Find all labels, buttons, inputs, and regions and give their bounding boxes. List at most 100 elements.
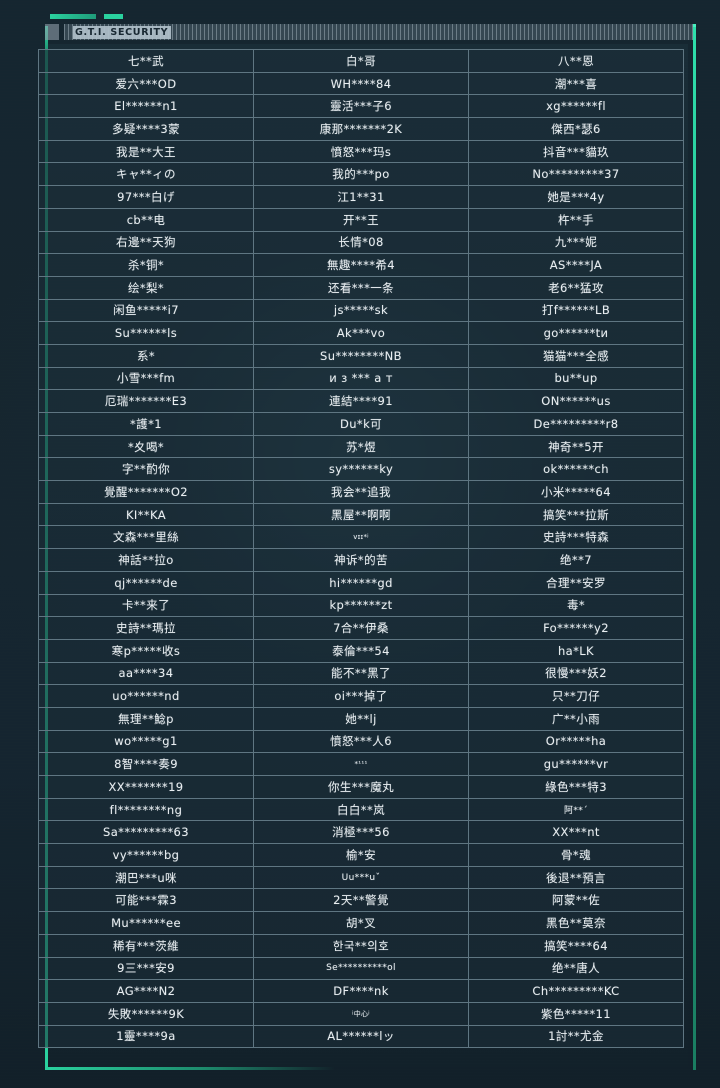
roster-cell[interactable]: AS****JA xyxy=(468,253,684,277)
roster-cell[interactable]: 搞笑***拉斯 xyxy=(468,502,684,527)
roster-cell[interactable]: 开**王 xyxy=(253,207,469,232)
roster-cell[interactable]: 消極***56 xyxy=(253,820,469,845)
roster-cell[interactable]: 覺醒*******O2 xyxy=(38,480,254,504)
roster-cell[interactable]: 潮***喜 xyxy=(468,71,684,96)
roster-cell[interactable]: 後退**預言 xyxy=(468,865,684,890)
roster-cell[interactable]: 厄瑞*******E3 xyxy=(38,389,254,413)
roster-cell[interactable]: 系* xyxy=(38,343,254,368)
roster-cell[interactable]: 憤怒***人6 xyxy=(253,729,469,754)
roster-cell[interactable]: wo*****g1 xyxy=(38,729,254,754)
roster-cell[interactable]: 小米*****64 xyxy=(468,480,684,504)
roster-cell[interactable]: Du*k可 xyxy=(253,412,469,436)
roster-cell[interactable]: 绘*梨* xyxy=(38,275,254,300)
roster-cell[interactable]: Su******ls xyxy=(38,321,254,345)
roster-cell[interactable]: Fo******y2 xyxy=(468,616,684,640)
roster-cell[interactable]: 綠色***特3 xyxy=(468,775,684,799)
roster-cell[interactable]: 胡*叉 xyxy=(253,911,469,935)
roster-cell[interactable]: и з *** а т xyxy=(253,366,469,391)
roster-cell[interactable]: uo******nd xyxy=(38,684,254,708)
roster-cell[interactable]: 榆*安 xyxy=(253,843,469,867)
roster-cell[interactable]: 八**恩 xyxy=(468,49,684,73)
roster-cell[interactable]: 阿**ˊ xyxy=(468,797,684,822)
roster-cell[interactable]: 1靈****9a xyxy=(38,1024,254,1049)
roster-cell[interactable]: 打f******LB xyxy=(468,298,684,323)
roster-cell[interactable]: 长情*08 xyxy=(253,230,469,255)
roster-cell[interactable]: 傑西*瑟6 xyxy=(468,117,684,141)
roster-cell[interactable]: Mu******ee xyxy=(38,911,254,935)
roster-cell[interactable]: qj******de xyxy=(38,570,254,595)
roster-cell[interactable]: ha*LK xyxy=(468,638,684,663)
roster-cell[interactable]: sy******ky xyxy=(253,457,469,482)
roster-cell[interactable]: 白白**岚 xyxy=(253,797,469,822)
roster-cell[interactable]: bu**up xyxy=(468,366,684,391)
roster-cell[interactable]: 杵**手 xyxy=(468,207,684,232)
roster-cell[interactable]: Ak***vo xyxy=(253,321,469,345)
roster-cell[interactable]: 九***妮 xyxy=(468,230,684,255)
roster-cell[interactable]: 多疑****3蒙 xyxy=(38,117,254,141)
roster-cell[interactable]: *夊喝* xyxy=(38,434,254,459)
roster-cell[interactable]: aa****34 xyxy=(38,661,254,686)
roster-cell[interactable]: De*********r8 xyxy=(468,412,684,436)
roster-cell[interactable]: 黑屋**啊啊 xyxy=(253,502,469,527)
roster-cell[interactable]: 神奇**5开 xyxy=(468,434,684,459)
roster-cell[interactable]: 失敗******9K xyxy=(38,1001,254,1026)
roster-cell[interactable]: 泰倫***54 xyxy=(253,638,469,663)
roster-cell[interactable]: KI**KA xyxy=(38,502,254,527)
roster-cell[interactable]: 只**刀仔 xyxy=(468,684,684,708)
roster-cell[interactable]: 神诉*的苦 xyxy=(253,548,469,572)
roster-cell[interactable]: 神話**拉o xyxy=(38,548,254,572)
roster-cell[interactable]: No*********37 xyxy=(468,162,684,187)
roster-cell[interactable]: 她是***4y xyxy=(468,185,684,209)
roster-cell[interactable]: *¹¹¹ xyxy=(253,752,469,776)
roster-cell[interactable]: 97***白げ xyxy=(38,185,254,209)
roster-cell[interactable]: 稀有***茨維 xyxy=(38,933,254,958)
roster-cell[interactable]: 右邊**天狗 xyxy=(38,230,254,255)
roster-cell[interactable]: vy******bg xyxy=(38,843,254,867)
roster-cell[interactable]: DF****nk xyxy=(253,979,469,1003)
roster-cell[interactable]: ON******us xyxy=(468,389,684,413)
roster-cell[interactable]: 苏*煜 xyxy=(253,434,469,459)
roster-cell[interactable]: 猫猫***全感 xyxy=(468,343,684,368)
roster-cell[interactable]: oi***掉了 xyxy=(253,684,469,708)
roster-cell[interactable]: ᴠɪɪ*ʲ xyxy=(253,525,469,550)
roster-cell[interactable]: 紫色*****11 xyxy=(468,1001,684,1026)
roster-cell[interactable]: 連結****91 xyxy=(253,389,469,413)
roster-cell[interactable]: 搞笑****64 xyxy=(468,933,684,958)
roster-cell[interactable]: 她**lj xyxy=(253,706,469,731)
roster-cell[interactable]: 你生***魔丸 xyxy=(253,775,469,799)
roster-cell[interactable]: 阿蒙**佐 xyxy=(468,888,684,913)
roster-cell[interactable]: 黑色**莫奈 xyxy=(468,911,684,935)
roster-cell[interactable]: 2天**警覺 xyxy=(253,888,469,913)
roster-cell[interactable]: 7合**伊桑 xyxy=(253,616,469,640)
roster-cell[interactable]: 绝**唐人 xyxy=(468,956,684,981)
roster-cell[interactable]: 白*哥 xyxy=(253,49,469,73)
roster-cell[interactable]: 1討**尤金 xyxy=(468,1024,684,1049)
roster-cell[interactable]: 史詩**瑪拉 xyxy=(38,616,254,640)
roster-cell[interactable]: 毒* xyxy=(468,593,684,618)
roster-cell[interactable]: 绝**7 xyxy=(468,548,684,572)
roster-cell[interactable]: 康那*******2K xyxy=(253,117,469,141)
roster-cell[interactable]: 靈活***子6 xyxy=(253,94,469,119)
roster-cell[interactable]: js*****sk xyxy=(253,298,469,323)
roster-cell[interactable]: cb**电 xyxy=(38,207,254,232)
roster-cell[interactable]: 9三***安9 xyxy=(38,956,254,981)
roster-cell[interactable]: 七**武 xyxy=(38,49,254,73)
roster-cell[interactable]: キャ**ィの xyxy=(38,162,254,187)
roster-cell[interactable]: 老6**猛攻 xyxy=(468,275,684,300)
roster-cell[interactable]: 卡**来了 xyxy=(38,593,254,618)
roster-cell[interactable]: Se**********ol xyxy=(253,956,469,981)
roster-cell[interactable]: 字**酌你 xyxy=(38,457,254,482)
roster-cell[interactable]: 爱六***OD xyxy=(38,71,254,96)
roster-cell[interactable]: XX***nt xyxy=(468,820,684,845)
roster-cell[interactable]: 还看***一条 xyxy=(253,275,469,300)
roster-cell[interactable]: 寒p*****收s xyxy=(38,638,254,663)
roster-cell[interactable]: El******n1 xyxy=(38,94,254,119)
roster-cell[interactable]: *護*1 xyxy=(38,412,254,436)
roster-cell[interactable]: 한국**의호 xyxy=(253,933,469,958)
roster-cell[interactable]: XX*******19 xyxy=(38,775,254,799)
roster-cell[interactable]: 抖音***貓玖 xyxy=(468,139,684,164)
roster-cell[interactable]: 無趣****希4 xyxy=(253,253,469,277)
roster-cell[interactable]: 骨*魂 xyxy=(468,843,684,867)
roster-cell[interactable]: 广**小雨 xyxy=(468,706,684,731)
roster-cell[interactable]: 潮巴***u咪 xyxy=(38,865,254,890)
